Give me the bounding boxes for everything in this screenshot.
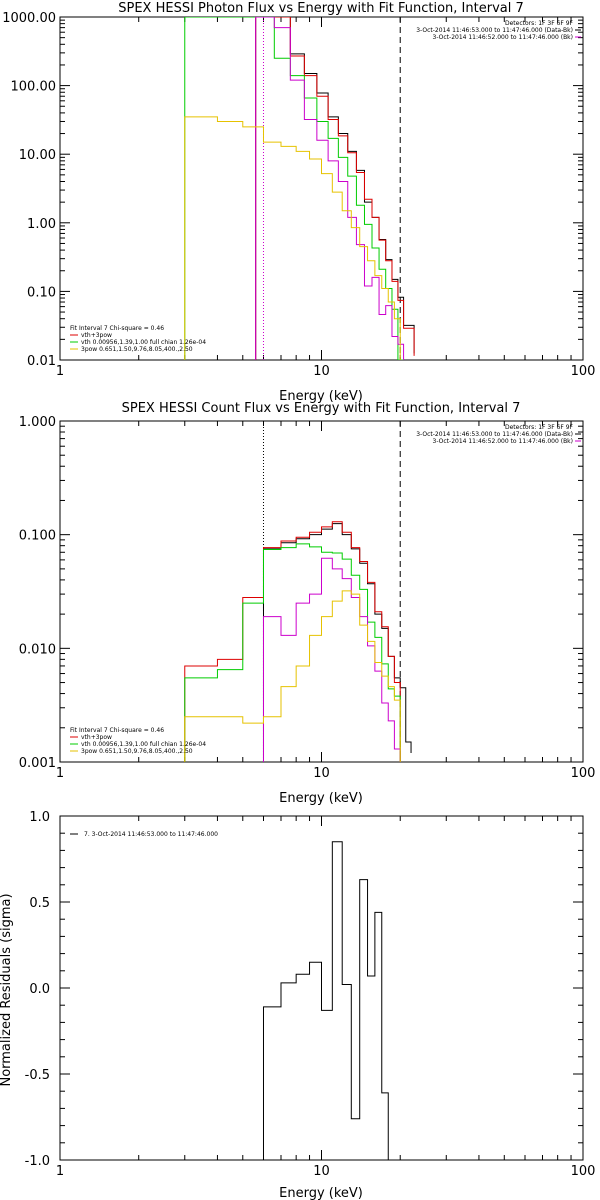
y-tick-label: 0.0 [29,982,50,997]
x-tick-label: 100 [571,1164,596,1179]
series-line-count-flux-1 [184,521,401,762]
x-tick-label: 1 [56,364,64,379]
y-tick-label: 0.5 [29,896,50,911]
legend-entry: vth 0.00956,1.39,1.00 full chian 1.26e-0… [81,339,206,346]
plot-area-photon-flux: 1 10 100 0.01 0.10 1.00 10.00 100.00 1000.00 Dete… [2,11,595,379]
plot-area-residuals: 1 10 100 -1.0 -0.5 0.0 0.5 1.0 7. 3-Oct-2014 11:… [25,810,596,1179]
plot-area-count-flux: 1 10 100 0.001 0.010 0.100 1.000 Detectors: 1F … [19,415,596,781]
legend-title: Fit Interval 7 Chi-square = 0.46 [70,727,164,734]
series-line-count-flux-0 [262,523,412,762]
series-line-photon-flux-4 [184,116,401,360]
header-line: 3-Oct-2014 11:46:53.000 to 11:47:46.000 … [416,27,573,34]
y-tick-label: 0.001 [19,756,56,771]
header-line: Detectors: 1F 3F 6F 9F [505,20,574,27]
y-tick-label: 1.00 [27,217,56,232]
y-tick-label: -1.0 [25,1154,50,1169]
y-tick-label: 100.00 [11,80,57,95]
y-tick-label: 0.010 [19,642,56,657]
panel-photon-flux: SPEX HESSI Photon Flux vs Energy with Fi… [2,1,595,404]
header-line: 3-Oct-2014 11:46:53.000 to 11:47:46.000 … [416,431,573,438]
series-line-photon-flux-2 [184,17,404,360]
x-tick-label: 1 [56,766,64,781]
x-axis-label-count-flux: Energy (keV) [279,791,363,806]
series-line-count-flux-2 [184,543,401,762]
y-axis-label-residuals: Normalized Residuals (sigma) [0,893,14,1086]
x-axis-label-photon-flux: Energy (keV) [279,389,363,404]
x-tick-label: 10 [313,766,330,781]
legend-entry: vth+3pow [81,734,112,741]
series-line-count-flux-3 [262,557,401,762]
y-tick-label: 0.10 [27,285,56,300]
y-tick-label: -0.5 [25,1068,50,1083]
axes-frame [59,16,584,361]
series-line-count-flux-4 [184,590,401,762]
y-tick-label: 10.00 [19,148,56,163]
x-tick-label: 10 [313,364,330,379]
header-line: 3-Oct-2014 11:46:52.000 to 11:47:46.000 … [433,438,574,445]
header-line: Detectors: 1F 3F 6F 9F [505,424,574,431]
x-tick-label: 100 [571,766,596,781]
chart-title-count-flux: SPEX HESSI Count Flux vs Energy with Fit… [122,401,521,416]
panel-count-flux: SPEX HESSI Count Flux vs Energy with Fit… [19,401,596,806]
header-line: 3-Oct-2014 11:46:52.000 to 11:47:46.000 … [433,34,574,41]
y-tick-label: 1.000 [19,415,56,430]
series-line-photon-flux-0 [255,17,415,360]
chart-title-photon-flux: SPEX HESSI Photon Flux vs Energy with Fi… [118,1,524,16]
y-tick-label: 1.0 [29,810,50,825]
series-line-photon-flux-1 [255,17,415,360]
y-tick-label: 1000.00 [2,11,56,26]
x-tick-label: 10 [313,1164,330,1179]
legend-entry: 7. 3-Oct-2014 11:46:53.000 to 11:47:46.0… [84,831,218,838]
series-line-residuals-0 [262,841,389,1160]
x-tick-label: 1 [56,1164,64,1179]
x-tick-label: 100 [571,364,596,379]
legend-entry: vth+3pow [81,332,112,339]
legend-title: Fit Interval 7 Chi-square = 0.46 [70,325,164,332]
y-tick-label: 0.100 [19,529,56,544]
legend-entry: vth 0.00956,1.39,1.00 full chian 1.26e-0… [81,741,206,748]
x-axis-label-residuals: Energy (keV) [279,1186,363,1200]
legend-entry: 3pow 0.651,1.50,9.76,8.05,400.,2.50 [81,748,193,755]
panel-residuals: 1 10 100 -1.0 -0.5 0.0 0.5 1.0 7. 3-Oct-2014 11:… [0,810,595,1200]
legend-entry: 3pow 0.651,1.50,9.76,8.05,400.,2.50 [81,346,193,353]
series-line-photon-flux-3 [255,17,405,360]
y-tick-label: 0.01 [27,354,56,369]
